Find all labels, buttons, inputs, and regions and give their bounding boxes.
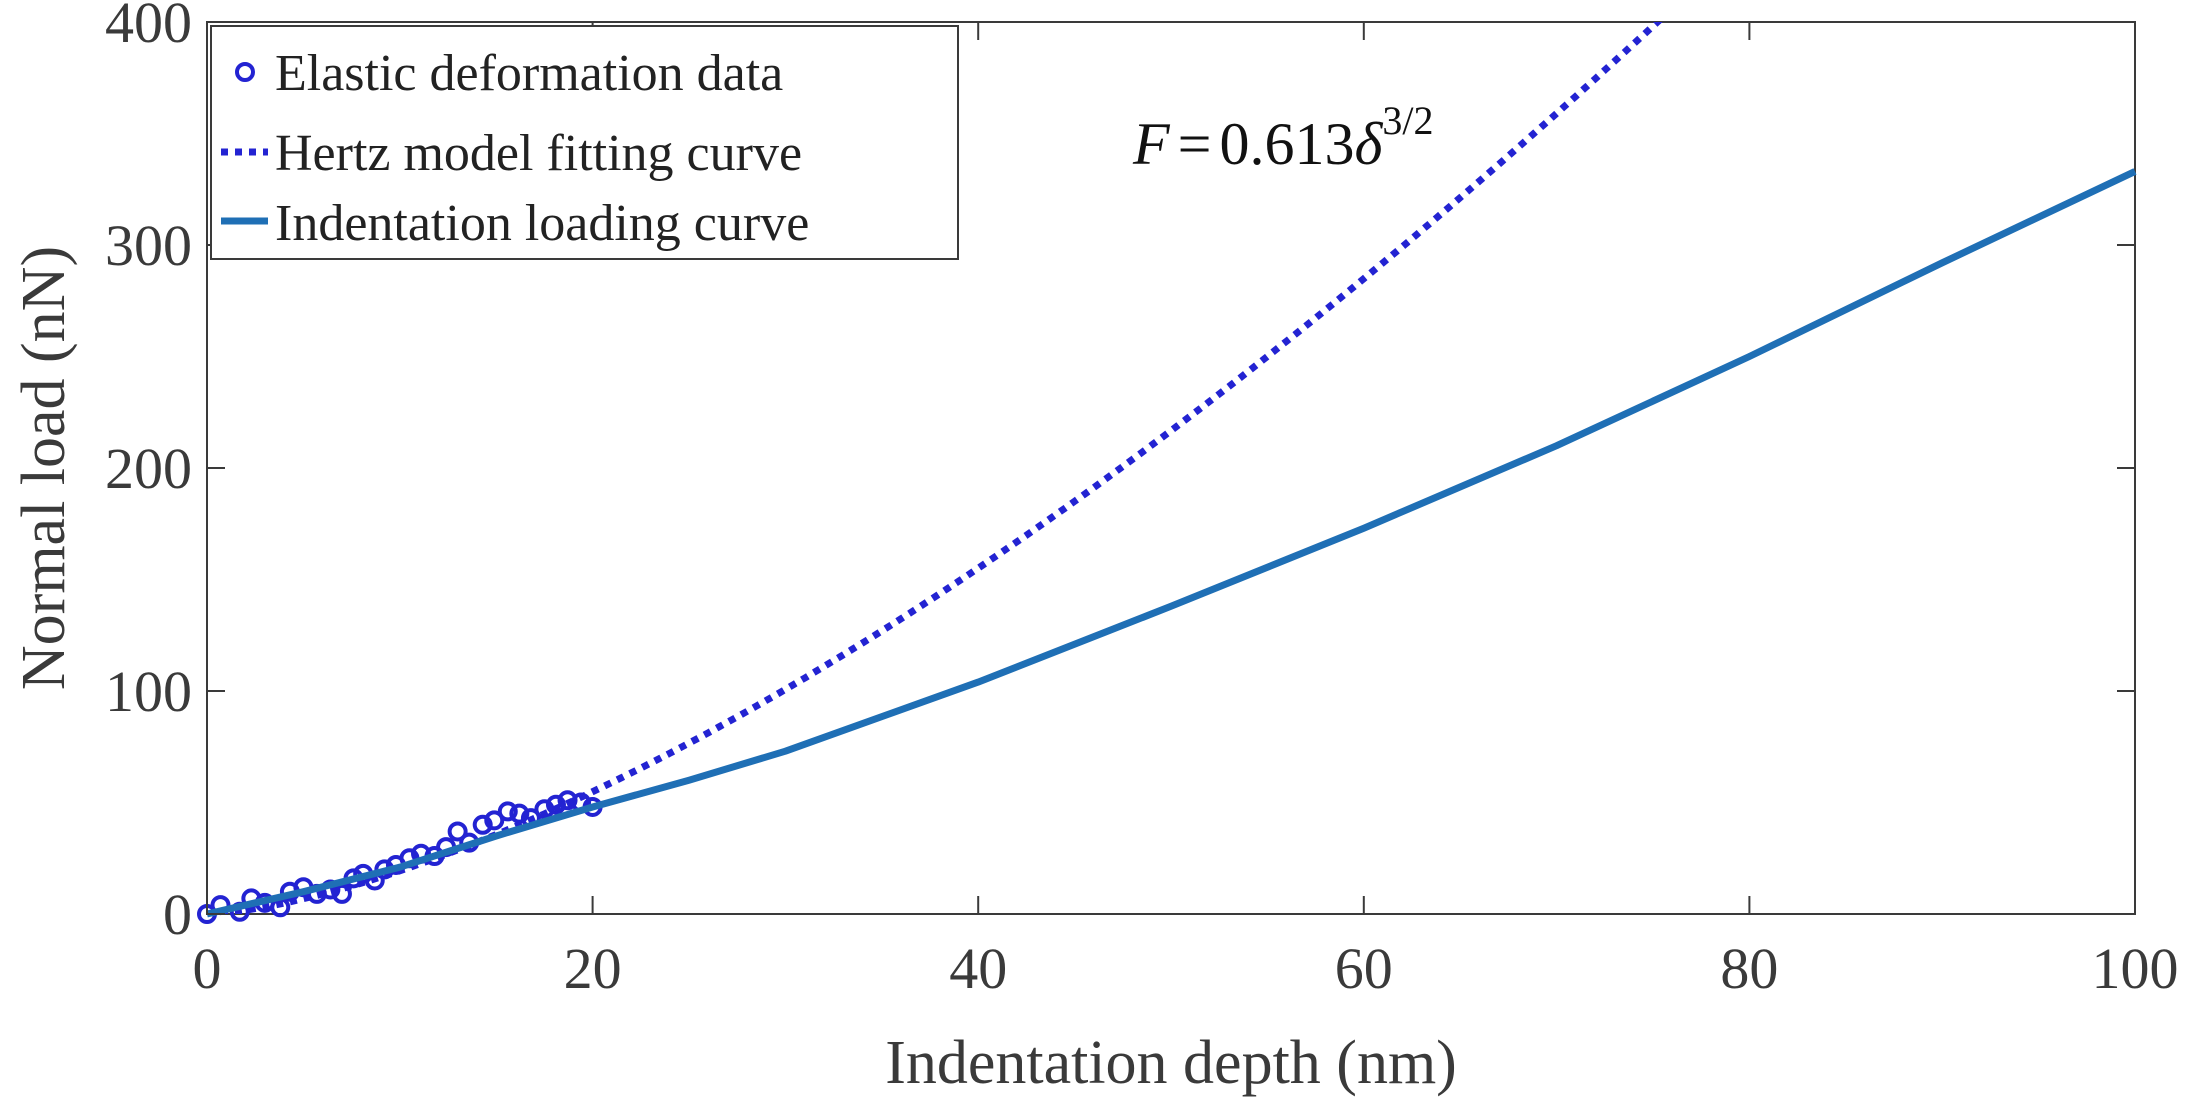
- x-axis-label: Indentation depth (nm): [885, 1029, 1457, 1097]
- x-tick-label: 100: [2092, 936, 2179, 1001]
- y-tick-label: 100: [105, 659, 192, 724]
- y-tick-label: 200: [105, 436, 192, 501]
- loading-curve-line: [206, 168, 2137, 918]
- legend-box: [210, 25, 959, 260]
- x-tick-label: 40: [949, 936, 1007, 1001]
- y-tick-label: 300: [105, 213, 192, 278]
- legend-label-loading: Indentation loading curve: [275, 195, 809, 252]
- data-point: [447, 821, 468, 842]
- axes-layer: 0 20 40 60 80 100 0 100 200 300 400: [105, 0, 2179, 1001]
- legend-marker-data: [235, 62, 255, 82]
- x-tick-label: 0: [193, 936, 222, 1001]
- data-point: [545, 794, 566, 815]
- data-point: [557, 790, 578, 811]
- y-axis-label: Normal load (nN): [10, 246, 78, 690]
- x-tick-label: 20: [564, 936, 622, 1001]
- legend-label-data: Elastic deformation data: [275, 45, 783, 102]
- legend-label-hertz: Hertz model fitting curve: [275, 125, 802, 182]
- series-layer: [197, 22, 2137, 924]
- x-tick-label: 80: [1720, 936, 1778, 1001]
- data-point: [484, 810, 505, 831]
- y-tick-label: 400: [105, 0, 192, 55]
- y-tick-label: 0: [163, 882, 192, 947]
- data-point: [472, 814, 493, 835]
- x-tick-label: 60: [1335, 936, 1393, 1001]
- data-point: [497, 801, 518, 822]
- legend: Elastic deformation data Hertz model fit…: [210, 25, 959, 260]
- equation-annotation: F = 0.613δ3/2: [1132, 98, 1434, 177]
